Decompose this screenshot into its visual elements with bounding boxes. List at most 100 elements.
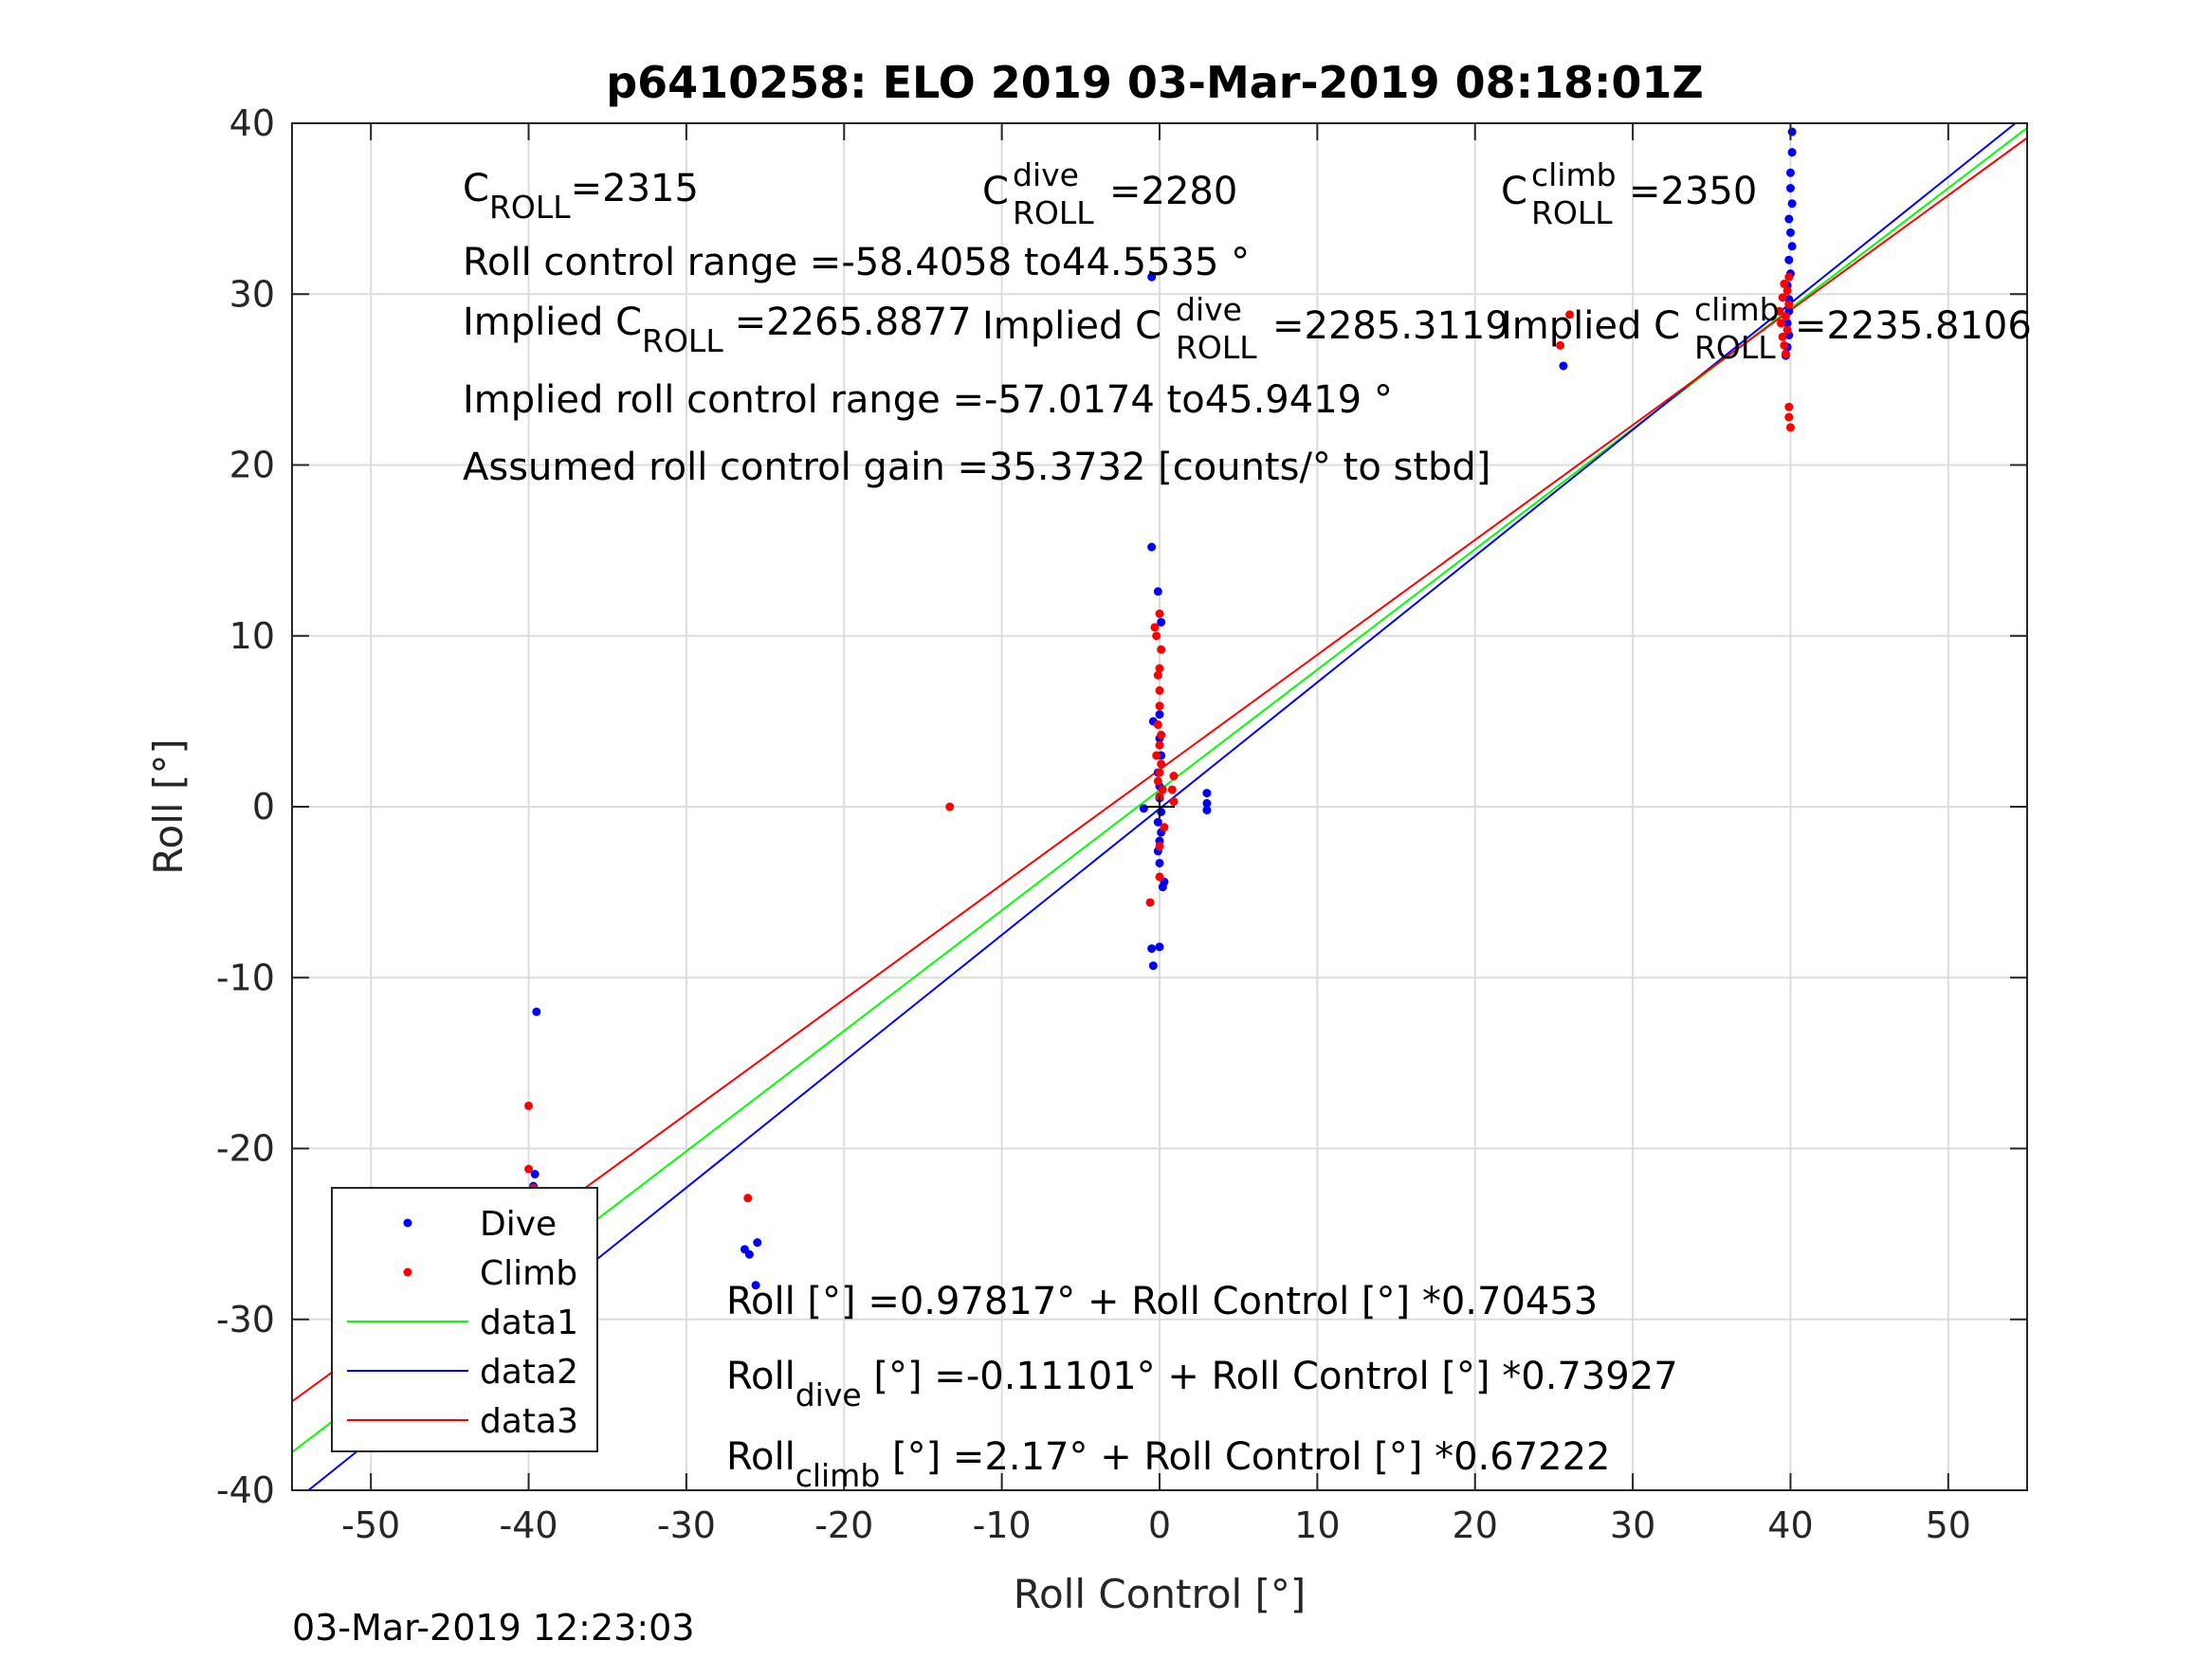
annotation-assumed-gain: Assumed roll control gain =35.3732 [coun… — [463, 446, 1490, 489]
point-climb — [1565, 310, 1575, 319]
y-tick-labels: -40 -30 -20 -10 0 10 20 30 40 — [216, 102, 275, 1511]
point-climb — [1152, 751, 1161, 760]
point-climb — [1153, 670, 1162, 680]
point-dive — [1202, 806, 1212, 815]
y-tick-label: -20 — [216, 1128, 275, 1170]
x-tick-label: -10 — [973, 1504, 1032, 1546]
point-dive — [1148, 961, 1158, 971]
point-climb — [1145, 898, 1155, 907]
svg-text:C: C — [1501, 170, 1527, 213]
point-dive — [1787, 242, 1797, 251]
x-axis-label: Roll Control [°] — [1014, 1571, 1307, 1617]
svg-text:dive: dive — [1176, 291, 1242, 328]
equation-climb: Rollclimb [°] =2.17° + Roll Control [°] … — [726, 1435, 1611, 1494]
point-climb — [1780, 340, 1789, 350]
point-climb — [1155, 768, 1164, 777]
x-tick-label: 10 — [1294, 1504, 1340, 1546]
annotation-c-roll: CROLL=2315 — [463, 167, 699, 226]
svg-text:=2280: =2280 — [1109, 170, 1237, 213]
x-tick-labels: -50 -40 -30 -20 -10 0 10 20 30 40 50 — [341, 1504, 1971, 1546]
y-tick-label: -10 — [216, 957, 275, 998]
point-climb — [1784, 412, 1794, 422]
point-climb — [1157, 645, 1166, 654]
origin-marker — [1144, 795, 1175, 818]
point-climb — [1776, 319, 1785, 328]
point-climb — [1153, 776, 1162, 786]
point-climb — [1781, 349, 1790, 358]
point-climb — [1780, 279, 1789, 288]
legend-box — [331, 1187, 598, 1452]
point-climb — [1152, 631, 1161, 641]
point-climb — [1781, 312, 1790, 321]
point-climb — [1169, 772, 1179, 781]
point-climb — [1785, 423, 1795, 432]
point-dive — [1784, 255, 1794, 264]
y-tick-label: 30 — [229, 273, 275, 315]
y-tick-label: -40 — [216, 1469, 275, 1511]
point-dive — [751, 1281, 760, 1290]
axis-ticks — [292, 122, 2027, 1491]
point-climb — [1158, 785, 1167, 794]
annotation-implied-c-roll-climb: Implied C climb ROLL =2235.8106 — [1501, 291, 2032, 366]
legend-label: data2 — [480, 1353, 578, 1392]
annotation-c-roll-dive: C dive ROLL =2280 — [982, 156, 1237, 231]
svg-text:ROLL: ROLL — [1694, 329, 1776, 366]
annotation-implied-c-roll-dive: Implied C dive ROLL =2285.3119 — [982, 291, 1509, 366]
svg-text:=2285.3119: =2285.3119 — [1272, 304, 1509, 348]
svg-text:Implied C: Implied C — [1501, 304, 1680, 348]
y-tick-label: 40 — [229, 102, 275, 144]
svg-text:ROLL: ROLL — [1531, 194, 1613, 231]
svg-text:climb: climb — [1531, 156, 1617, 193]
x-tick-label: -20 — [814, 1504, 873, 1546]
point-dive — [1787, 199, 1797, 209]
x-tick-label: 50 — [1926, 1504, 1971, 1546]
legend-label: Dive — [480, 1205, 557, 1244]
point-dive — [1147, 944, 1157, 954]
point-climb — [1157, 730, 1166, 739]
point-climb — [1782, 286, 1792, 296]
point-climb — [743, 1194, 753, 1203]
point-climb — [1169, 797, 1179, 807]
svg-text:Implied C: Implied C — [982, 304, 1161, 348]
point-climb — [1155, 841, 1164, 850]
point-dive — [1202, 789, 1212, 798]
point-climb — [524, 1164, 534, 1174]
point-climb — [1167, 785, 1177, 794]
point-dive — [1139, 804, 1148, 813]
point-dive — [1153, 817, 1162, 827]
point-dive — [1155, 942, 1164, 952]
point-dive — [1157, 807, 1166, 816]
legend-label: Climb — [480, 1254, 577, 1293]
point-climb — [1155, 702, 1164, 711]
annotation-c-roll-climb: C climb ROLL =2350 — [1501, 156, 1757, 231]
svg-text:ROLL: ROLL — [1013, 194, 1094, 231]
point-dive — [1787, 127, 1797, 137]
svg-text:=2235.8106: =2235.8106 — [1795, 304, 2032, 348]
point-climb — [1157, 759, 1166, 769]
point-dive — [532, 1007, 541, 1016]
point-dive — [1559, 361, 1568, 371]
point-climb — [1782, 325, 1792, 335]
x-tick-label: 0 — [1148, 1504, 1171, 1546]
point-dive — [1782, 319, 1792, 328]
svg-text:dive: dive — [1013, 156, 1079, 193]
x-tick-label: -30 — [657, 1504, 716, 1546]
x-tick-label: -40 — [500, 1504, 558, 1546]
point-climb — [1155, 872, 1164, 882]
timestamp: 03-Mar-2019 12:23:03 — [292, 1607, 695, 1649]
y-tick-label: 0 — [252, 786, 275, 828]
point-climb — [1155, 685, 1164, 695]
point-dive — [753, 1238, 762, 1248]
annotation-implied-range: Implied roll control range =-57.0174 to4… — [463, 378, 1393, 422]
svg-text:ROLL: ROLL — [1176, 329, 1257, 366]
point-climb — [1150, 623, 1160, 632]
x-tick-label: -50 — [341, 1504, 400, 1546]
point-climb — [1784, 300, 1794, 309]
point-climb — [1775, 306, 1784, 316]
point-dive — [1785, 228, 1795, 237]
point-dive — [1202, 798, 1212, 808]
point-climb — [1784, 402, 1794, 411]
point-climb — [1155, 664, 1164, 673]
legend-marker — [403, 1267, 412, 1277]
